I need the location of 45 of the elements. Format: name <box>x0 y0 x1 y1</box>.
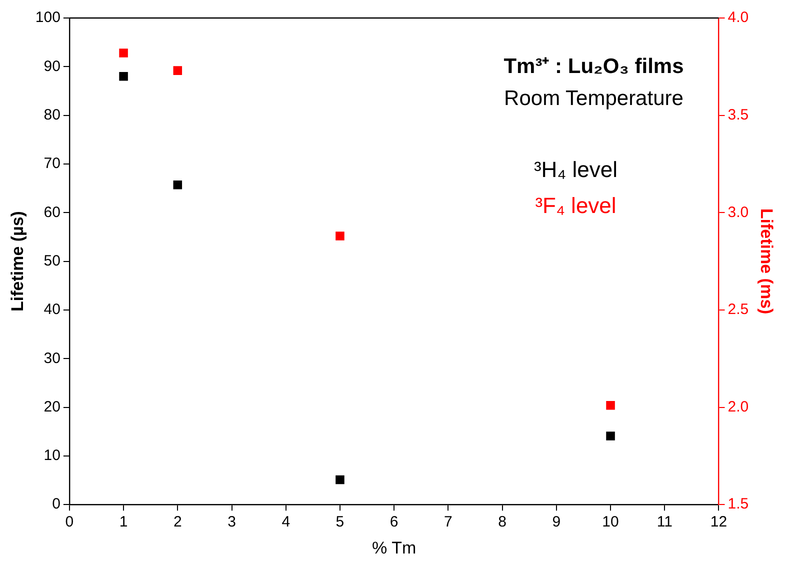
point <box>606 432 615 440</box>
x-tick-label: 12 <box>710 514 728 531</box>
point <box>606 400 615 410</box>
x-tick-label: 2 <box>173 514 182 531</box>
y-tick-label: 60 <box>44 204 60 221</box>
y2-axis-title: Lifetime (ms) <box>757 208 776 314</box>
y2-tick-label: 3.5 <box>728 106 749 124</box>
y2-tick-label: 1.5 <box>728 496 749 513</box>
x-tick-label: 1 <box>119 514 128 531</box>
x-tick-label: 6 <box>390 514 398 531</box>
x-axis-title: % Tm <box>372 538 416 558</box>
y-tick-label: 50 <box>44 252 60 270</box>
y-tick-label: 100 <box>35 9 60 26</box>
y2-tick-label: 3.0 <box>728 204 749 221</box>
point <box>173 66 182 75</box>
y-tick-label: 70 <box>44 155 60 172</box>
y-axis-title: Lifetime (µs) <box>8 211 27 312</box>
x-tick-label: 11 <box>656 514 672 531</box>
y-tick-label: 80 <box>44 106 60 124</box>
annotation: Tm³⁺ : Lu₂O₃ films <box>504 54 684 78</box>
x-tick-label: 5 <box>336 514 344 531</box>
x-tick-label: 0 <box>65 514 74 531</box>
x-tick-label: 10 <box>602 514 619 531</box>
y-tick-label: 90 <box>44 58 60 75</box>
x-tick-label: 4 <box>282 514 290 531</box>
y2-tick-label: 4.0 <box>728 9 749 26</box>
y2-tick-label: 2.0 <box>728 398 749 416</box>
point <box>336 475 344 484</box>
y2-tick-label: 2.5 <box>728 301 749 318</box>
text: ³F₄ level <box>535 193 616 218</box>
point <box>173 180 182 190</box>
annotation: Room Temperature <box>504 86 684 110</box>
x-tick-label: 3 <box>228 514 236 531</box>
point <box>119 72 128 81</box>
x-tick-label: 8 <box>498 514 506 531</box>
point <box>336 232 344 240</box>
x-tick-label: 9 <box>552 514 561 531</box>
y-tick-label: 40 <box>44 301 60 318</box>
y-tick-label: 20 <box>44 398 60 416</box>
y-tick-label: 0 <box>52 496 60 513</box>
point <box>119 48 128 58</box>
y-tick-label: 30 <box>44 350 60 367</box>
x-tick-label: 7 <box>444 514 452 531</box>
text: ³H₄ level <box>534 157 618 182</box>
y-tick-label: 10 <box>44 447 60 464</box>
